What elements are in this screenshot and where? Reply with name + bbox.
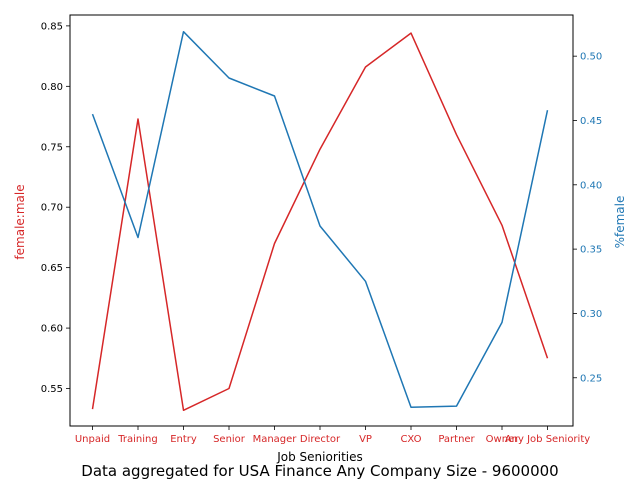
x-axis-ticks: Unpaid Training Entry Senior Manager Director… xyxy=(75,426,590,445)
left-tick-label: 0.55 xyxy=(41,384,63,395)
right-y-axis-label: %female xyxy=(613,196,627,249)
chart-caption: Data aggregated for USA Finance Any Comp… xyxy=(81,462,558,480)
pct-female-line xyxy=(91,30,549,409)
plot-frame xyxy=(69,14,574,427)
left-tick-label: 0.80 xyxy=(41,82,63,93)
x-tick-label: CXO xyxy=(400,434,421,445)
right-tick-label: 0.35 xyxy=(580,245,602,256)
x-tick-label: Entry xyxy=(170,434,197,445)
x-tick-label: Owner xyxy=(486,434,520,445)
x-tick-label: Partner xyxy=(438,434,475,445)
x-tick-label: Training xyxy=(117,434,157,445)
left-tick-label: 0.75 xyxy=(41,142,63,153)
left-y-axis-ticks: 0.55 0.60 0.65 0.70 0.75 0.80 0.85 xyxy=(41,21,70,395)
right-tick-label: 0.40 xyxy=(580,180,602,191)
x-tick-label: Any Job Seniority xyxy=(505,434,590,445)
right-tick-label: 0.45 xyxy=(580,116,602,127)
right-tick-label: 0.25 xyxy=(580,373,602,384)
series-layer xyxy=(91,30,549,412)
x-axis-label: Job Seniorities xyxy=(276,450,363,464)
x-tick-label: Manager xyxy=(253,434,298,445)
left-tick-label: 0.70 xyxy=(41,203,63,214)
right-y-axis-ticks: 0.25 0.30 0.35 0.40 0.45 0.50 xyxy=(573,52,602,384)
left-tick-label: 0.65 xyxy=(41,263,63,274)
left-tick-label: 0.60 xyxy=(41,324,63,335)
left-tick-label: 0.85 xyxy=(41,21,63,32)
x-tick-label: Senior xyxy=(213,434,246,445)
right-tick-label: 0.30 xyxy=(580,309,602,320)
plot-area xyxy=(69,14,574,427)
left-y-axis-label: female:male xyxy=(13,184,27,259)
x-tick-label: VP xyxy=(359,434,372,445)
x-tick-label: Unpaid xyxy=(75,434,110,445)
right-tick-label: 0.50 xyxy=(580,52,602,63)
female-male-ratio-line xyxy=(91,32,549,412)
x-tick-label: Director xyxy=(300,434,341,445)
